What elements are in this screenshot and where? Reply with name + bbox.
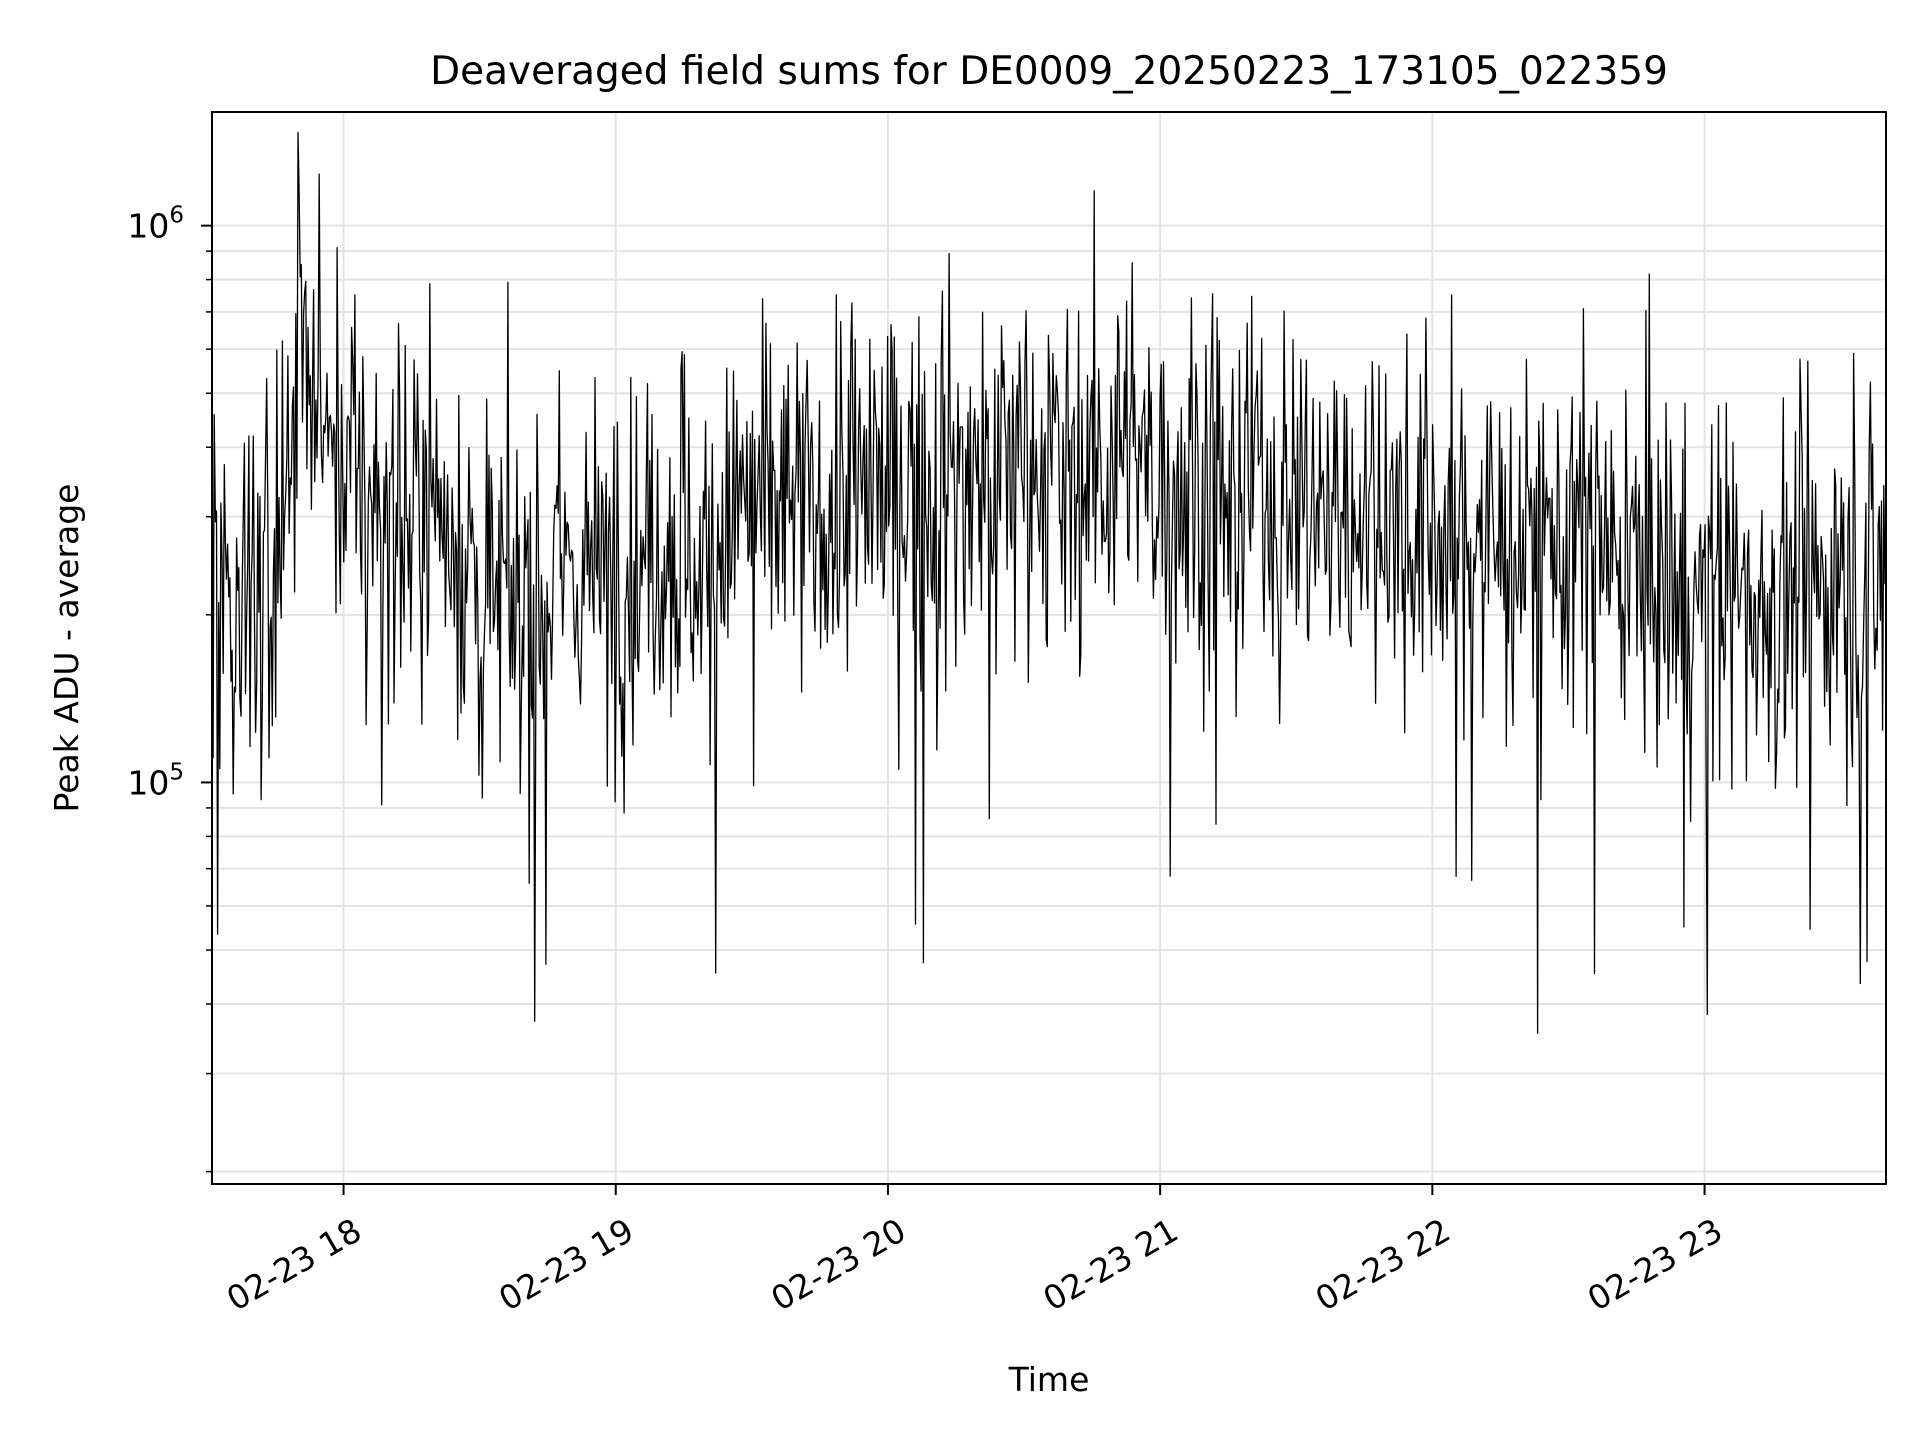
series-line [211, 131, 1887, 1034]
grid-lines [212, 112, 1886, 1184]
x-tick-label: 02-23 21 [1037, 1211, 1185, 1319]
x-tick-label: 02-23 22 [1309, 1211, 1457, 1319]
x-tick-label: 02-23 23 [1581, 1211, 1729, 1319]
y-axis: 105 106 [127, 203, 212, 1173]
x-axis-label: Time [1008, 1360, 1090, 1399]
plot-frame [211, 111, 1887, 1185]
y-tick-label: 105 [127, 759, 184, 802]
y-tick-label: 106 [127, 203, 184, 246]
x-tick-label: 02-23 19 [492, 1211, 640, 1319]
x-tick-label: 02-23 18 [220, 1211, 368, 1319]
x-axis: 02-23 18 02-23 19 02-23 20 02-23 21 02-23 22… [220, 1184, 1729, 1319]
series-layer [211, 131, 1887, 1034]
chart-title: Deaveraged field sums for DE0009_2025022… [430, 49, 1668, 94]
x-tick-label: 02-23 20 [764, 1211, 912, 1319]
y-axis-label: Peak ADU - average [47, 484, 86, 813]
